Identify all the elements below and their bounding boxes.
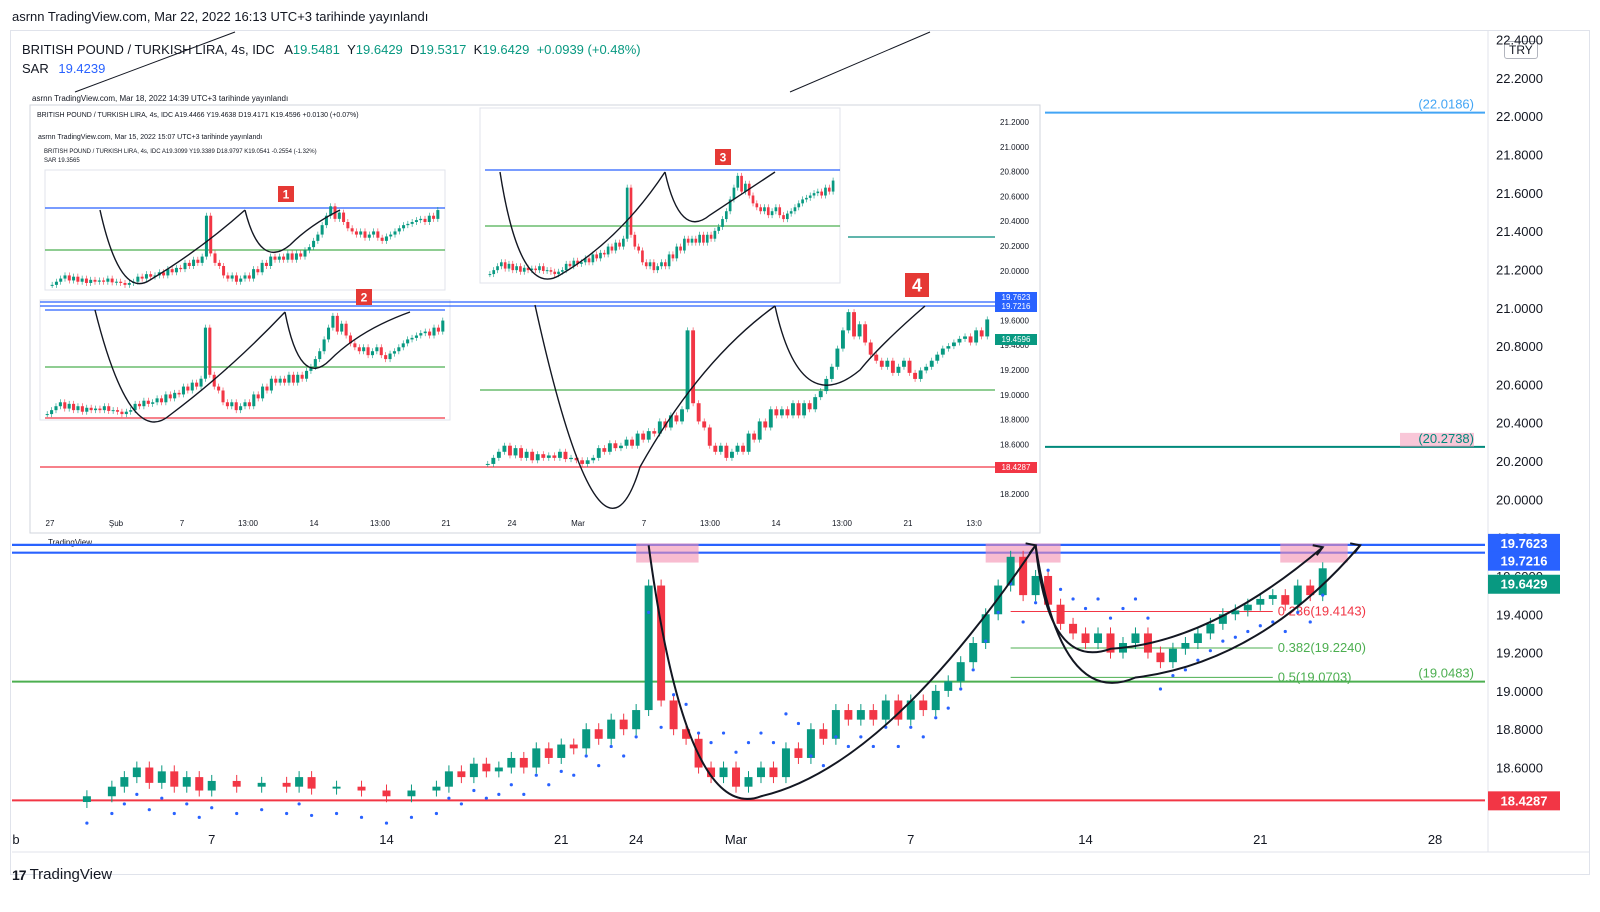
sar-indicator-label[interactable]: SAR [22,61,49,76]
chart-frame[interactable] [10,30,1590,875]
tradingview-logo-icon: 17 [12,866,27,883]
brand-name: TradingView [29,866,113,883]
chart-legend: BRITISH POUND / TURKISH LIRA, 4s, IDC A1… [22,40,641,78]
symbol-title[interactable]: BRITISH POUND / TURKISH LIRA, 4s, IDC [22,42,275,57]
currency-badge[interactable]: TRY [1504,41,1538,59]
sar-indicator-value: 19.4239 [58,61,106,76]
tradingview-brand: 17 TradingView [12,866,112,883]
ohlc-values: A19.5481 Y19.6429 D19.5317 K19.6429 +0.0… [284,42,641,57]
publication-line: asrnn TradingView.com, Mar 22, 2022 16:1… [12,9,429,24]
